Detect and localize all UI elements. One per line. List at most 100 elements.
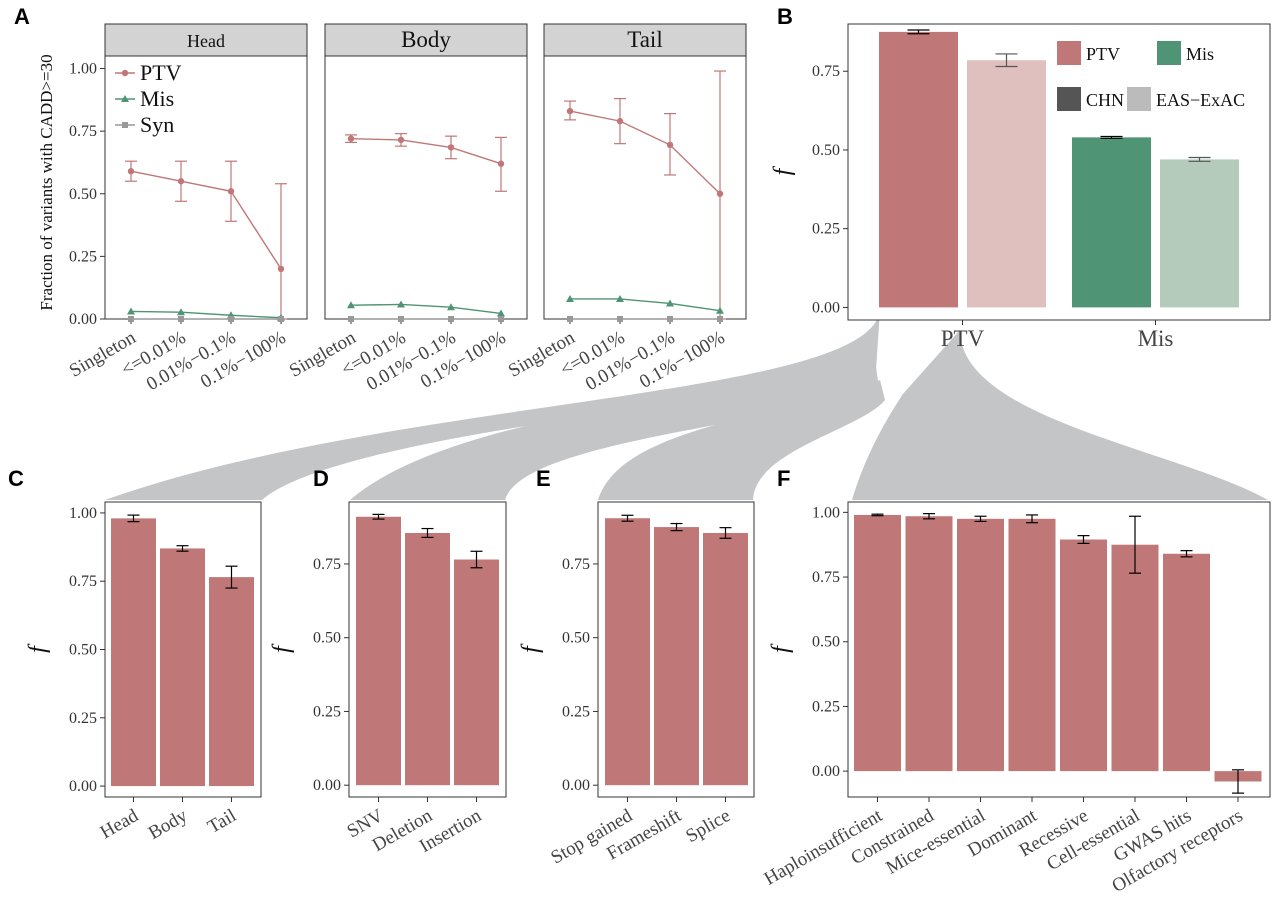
y-tick-label-c: 0.00 (69, 778, 97, 795)
y-axis-label-e: f (518, 643, 544, 653)
y-tick-label-a: 1.00 (69, 61, 97, 78)
legend-label-syn: Syn (140, 112, 174, 137)
y-axis-label-c: f (25, 643, 51, 653)
y-tick-label-f: 0.00 (812, 763, 840, 780)
x-tick-label-b-mis: Mis (1138, 326, 1174, 351)
line-ptv-tail (569, 110, 721, 195)
panel-label-a: A (14, 4, 30, 29)
y-axis-label-d: f (269, 643, 295, 653)
panel-connectors (105, 310, 1268, 500)
y-tick-label-e: 0.25 (562, 703, 590, 720)
legend-label-chn: CHN (1086, 90, 1124, 110)
point-syn-body (348, 316, 354, 322)
panel-label-d: D (313, 466, 329, 491)
y-tick-label-b: 0.00 (812, 299, 840, 316)
point-syn-tail (617, 316, 623, 322)
point-syn-head (228, 316, 234, 322)
point-syn-head (128, 316, 134, 322)
facet-frame-body (324, 55, 528, 320)
bar-d-insertion (454, 559, 499, 786)
line-ptv-body (350, 137, 502, 165)
point-ptv-tail (666, 141, 674, 149)
y-tick-label-f: 0.25 (812, 698, 840, 715)
y-tick-label-b: 0.75 (812, 63, 840, 80)
point-ptv-head (277, 265, 285, 273)
connector-ribbon-4 (852, 330, 1268, 500)
bar-f-mice-essential (957, 518, 1004, 772)
point-syn-head (278, 316, 284, 322)
point-mis-tail (566, 294, 574, 302)
facet-title-tail: Tail (627, 27, 662, 52)
line-mis-tail (570, 298, 721, 312)
bar-d-deletion (405, 532, 450, 786)
facet-frame-tail (543, 55, 747, 320)
bar-d-snv (356, 516, 401, 786)
bar-c-head (111, 518, 156, 787)
point-syn-tail (717, 316, 723, 322)
point-ptv-body (347, 135, 355, 142)
y-tick-label-b: 0.50 (812, 142, 840, 159)
y-tick-label-f: 1.00 (812, 504, 840, 521)
panel-label-e: E (536, 466, 551, 491)
x-tick-label-b-ptv: PTV (941, 326, 985, 351)
y-tick-label-c: 0.75 (69, 573, 97, 590)
bar-f-cell-essential (1111, 544, 1159, 772)
point-syn-tail (567, 316, 573, 322)
y-tick-label-c: 1.00 (69, 505, 97, 522)
y-tick-label-d: 0.00 (313, 777, 341, 794)
legend-label-eas-exac: EAS−ExAC (1156, 90, 1245, 110)
bar-f-dominant (1008, 518, 1056, 772)
legend-label-ptv: PTV (1086, 44, 1120, 64)
y-tick-label-a: 0.25 (69, 248, 97, 265)
bar-f-gwas-hits (1163, 553, 1210, 772)
point-mis-tail (616, 294, 624, 302)
panel-label-c: C (8, 466, 24, 491)
bar-f-haploinsufficient (854, 514, 901, 772)
y-tick-label-f: 0.50 (812, 634, 840, 651)
y-tick-label-a: 0.50 (69, 186, 97, 203)
x-tick-label-c-head: Head (97, 805, 143, 843)
legend-label-mis: Mis (1186, 44, 1214, 64)
bar-mis-chn (1072, 137, 1151, 308)
x-tick-label-e-splice: Splice (682, 805, 734, 847)
point-ptv-head (127, 168, 135, 175)
connector-ribbon-3 (598, 380, 885, 500)
legend-swatch-eas-exac (1127, 87, 1151, 111)
point-ptv-body (497, 160, 505, 167)
panel-label-b: B (777, 4, 793, 29)
point-ptv-tail (616, 117, 624, 125)
y-axis-label-f: f (768, 643, 794, 653)
legend-label-mis: Mis (140, 86, 174, 111)
bar-mis-eas-exac (1160, 159, 1239, 308)
point-mis-body (347, 301, 355, 309)
bar-e-frameshift (654, 527, 699, 786)
bar-ptv-chn (879, 31, 958, 308)
y-tick-label-e: 0.00 (562, 777, 590, 794)
facet-strip-head (104, 23, 308, 57)
y-tick-label-c: 0.50 (69, 642, 97, 659)
y-tick-label-a: 0.75 (69, 123, 97, 140)
panel-letters: A B C D E F (8, 4, 793, 491)
y-tick-label-d: 0.50 (313, 630, 341, 647)
point-syn-tail (667, 316, 673, 322)
x-tick-label-c-tail: Tail (204, 805, 240, 838)
bar-ptv-eas-exac (967, 60, 1046, 308)
bar-f-recessive (1060, 539, 1107, 772)
facet-title-body: Body (401, 27, 451, 52)
facet-frame-head (104, 55, 308, 320)
connector-ribbon-2 (350, 360, 880, 500)
facet-strip-tail (543, 23, 747, 57)
point-ptv-head (177, 178, 185, 185)
y-axis-label-b: f (770, 165, 796, 175)
y-tick-label-d: 0.25 (313, 703, 341, 720)
y-tick-label-e: 0.75 (562, 556, 590, 573)
bar-c-body (160, 548, 205, 787)
line-mis-body (350, 303, 502, 315)
line-ptv-head (130, 170, 282, 270)
panel-label-f: F (777, 466, 790, 491)
legend-marker-mis (121, 95, 129, 102)
y-tick-label-e: 0.50 (562, 630, 590, 647)
y-tick-label-f: 0.75 (812, 569, 840, 586)
y-tick-label-b: 0.25 (812, 221, 840, 238)
